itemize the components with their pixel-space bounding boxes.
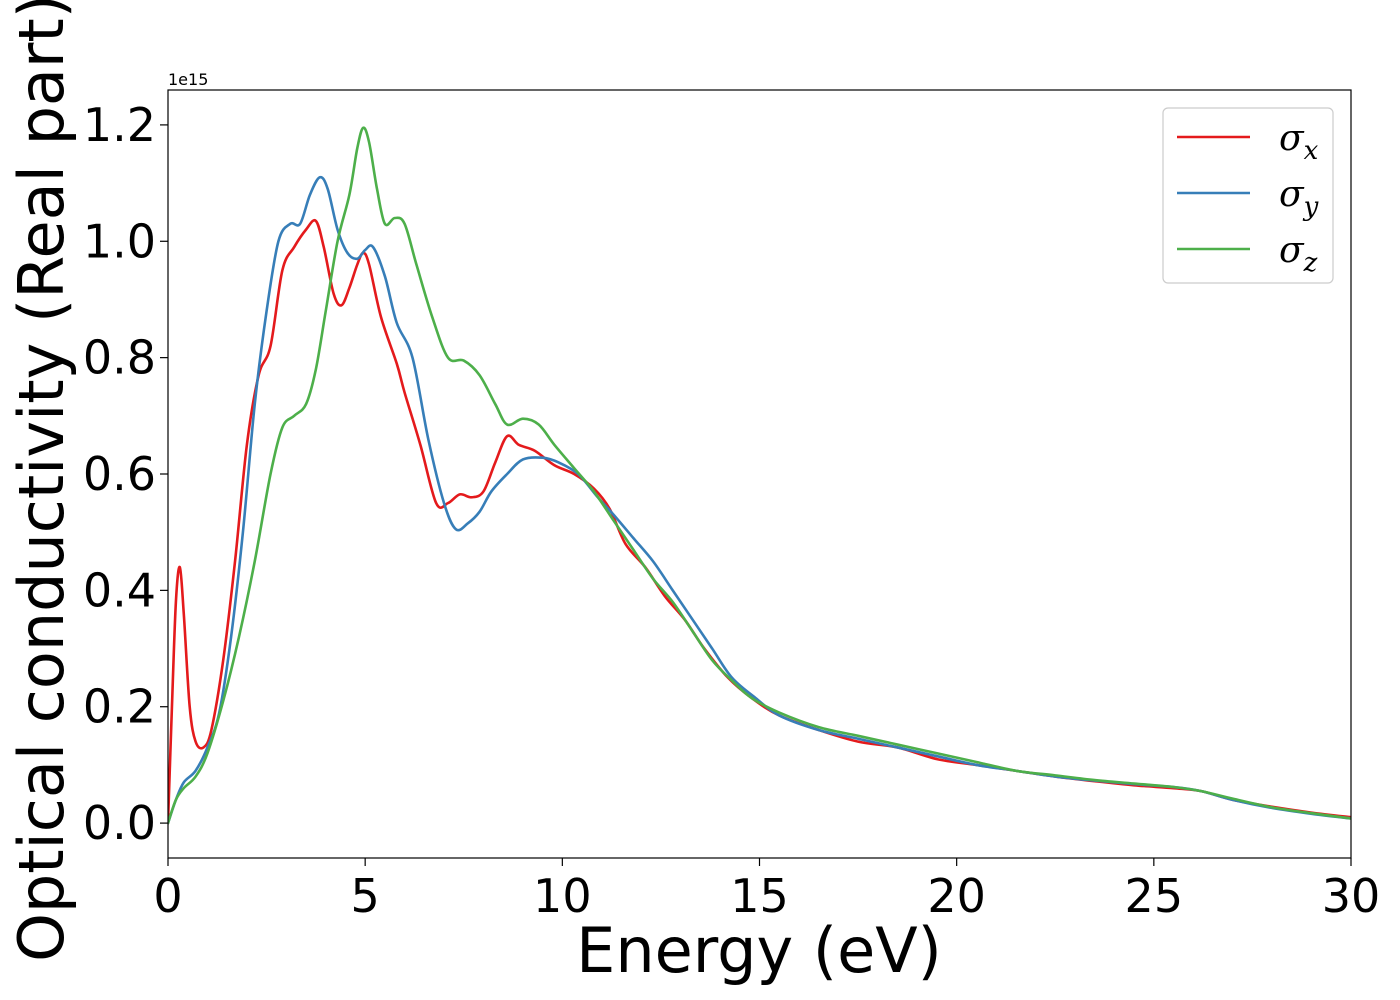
series-line-x (168, 218, 1351, 825)
x-tick-label: 25 (1125, 869, 1184, 923)
x-axis-ticks: 0 5 10 15 20 25 30 (153, 858, 1380, 923)
y-tick-label: 0.0 (83, 796, 156, 850)
x-tick-label: 15 (730, 869, 789, 923)
legend-entry-x: σx (1279, 118, 1319, 166)
legend-subscript: y (1303, 192, 1319, 222)
series-line-y (168, 175, 1351, 825)
legend-symbol: σ (1279, 174, 1305, 215)
y-tick-label: 1.0 (83, 214, 156, 268)
y-axis-ticks: 0.0 0.2 0.4 0.6 0.8 1.0 1.2 (83, 98, 168, 850)
legend-entry-y: σy (1279, 174, 1319, 222)
x-tick-label: 5 (351, 869, 380, 923)
legend-subscript: x (1304, 136, 1319, 166)
y-tick-label: 1.2 (83, 98, 156, 152)
x-tick-label: 0 (153, 869, 182, 923)
series-line-z (168, 126, 1351, 825)
y-axis-offset-label: 1e15 (168, 70, 208, 89)
x-axis-label: Energy (eV) (576, 914, 942, 987)
y-tick-label: 0.6 (83, 447, 156, 501)
x-tick-label: 30 (1322, 869, 1381, 923)
series-lines (168, 126, 1351, 825)
y-tick-label: 0.8 (83, 331, 156, 385)
legend-box (1162, 107, 1334, 284)
legend-entry-z: σz (1279, 230, 1318, 278)
legend-symbol: σ (1279, 230, 1305, 271)
x-tick-label: 10 (533, 869, 592, 923)
legend-subscript: z (1303, 248, 1318, 278)
y-tick-label: 0.4 (83, 563, 156, 617)
x-tick-label: 20 (927, 869, 986, 923)
y-axis-label: Optical conductivity (Real part) (5, 0, 78, 962)
legend-symbol: σ (1279, 118, 1305, 159)
y-tick-label: 0.2 (83, 680, 156, 734)
